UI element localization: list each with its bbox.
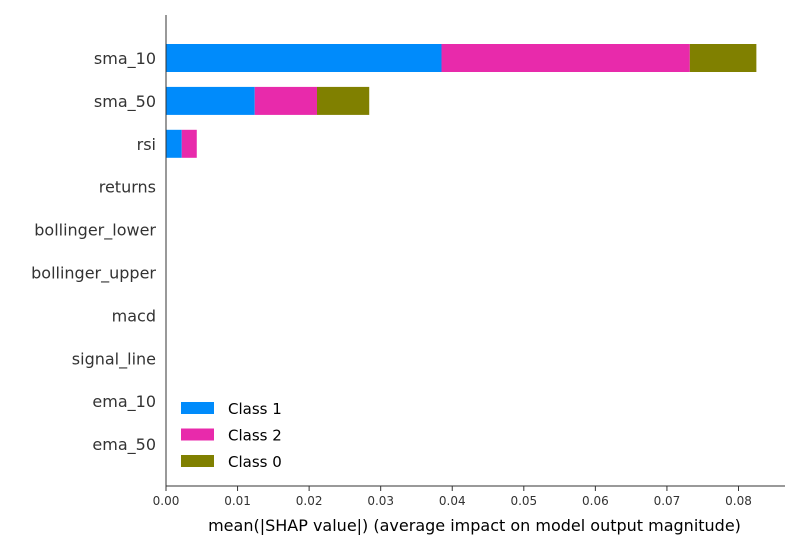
bars-group bbox=[166, 44, 757, 158]
x-tick-label-5: 0.05 bbox=[510, 494, 537, 508]
x-tick-label-3: 0.03 bbox=[367, 494, 394, 508]
bar-sma-10-class-0 bbox=[689, 44, 757, 72]
legend-swatch-class-2 bbox=[181, 428, 214, 441]
legend-swatch-class-1 bbox=[181, 402, 214, 414]
category-label-bollinger-upper: bollinger_upper bbox=[31, 264, 156, 284]
bar-sma-10-class-1 bbox=[166, 44, 442, 72]
category-label-bollinger-lower: bollinger_lower bbox=[34, 221, 156, 241]
bar-rsi-class-1 bbox=[166, 129, 182, 158]
category-label-ema-10: ema_10 bbox=[92, 392, 156, 412]
bar-sma-10-class-2 bbox=[441, 44, 690, 72]
x-tick-label-4: 0.04 bbox=[439, 494, 466, 508]
category-label-rsi: rsi bbox=[137, 135, 156, 154]
x-axis-ticks: 0.00 0.01 0.02 0.03 0.04 0.05 0.06 0.07 0.08 bbox=[153, 486, 752, 508]
bar-sma-50-class-1 bbox=[166, 86, 255, 115]
legend-label-class-2: Class 2 bbox=[228, 427, 282, 445]
legend-swatch-class-0 bbox=[181, 455, 214, 467]
category-label-returns: returns bbox=[99, 178, 156, 197]
bar-sma-50-class-0 bbox=[316, 86, 370, 115]
category-label-macd: macd bbox=[112, 306, 156, 325]
x-tick-label-8: 0.08 bbox=[725, 494, 752, 508]
x-tick-label-2: 0.02 bbox=[296, 494, 323, 508]
category-label-sma-50: sma_50 bbox=[94, 92, 156, 112]
x-tick-label-7: 0.07 bbox=[654, 494, 681, 508]
x-tick-label-1: 0.01 bbox=[224, 494, 251, 508]
legend: Class 1 Class 2 Class 0 bbox=[181, 400, 282, 471]
category-label-ema-50: ema_50 bbox=[92, 435, 156, 455]
category-label-sma-10: sma_10 bbox=[94, 49, 156, 69]
x-tick-label-6: 0.06 bbox=[582, 494, 609, 508]
legend-label-class-0: Class 0 bbox=[228, 453, 282, 471]
legend-label-class-1: Class 1 bbox=[228, 400, 282, 418]
bar-rsi-class-2 bbox=[181, 129, 197, 158]
x-tick-label-0: 0.00 bbox=[153, 494, 180, 508]
x-axis-title: mean(|SHAP value|) (average impact on mo… bbox=[208, 516, 741, 535]
bar-sma-50-class-2 bbox=[254, 86, 317, 115]
category-label-signal-line: signal_line bbox=[72, 349, 156, 369]
